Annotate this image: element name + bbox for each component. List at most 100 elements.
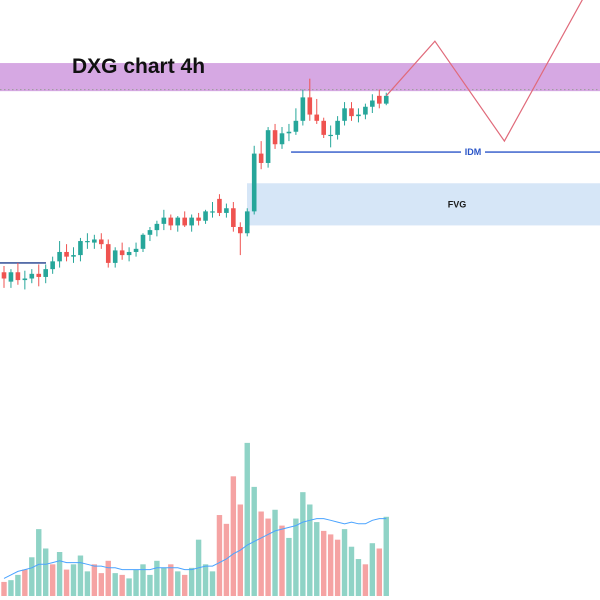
volume-bar xyxy=(182,574,188,596)
supply-zone xyxy=(0,63,600,92)
volume-bar xyxy=(29,557,35,596)
projection-path xyxy=(385,0,583,143)
candle-body xyxy=(175,217,181,226)
candle-body xyxy=(224,208,229,213)
volume-bar xyxy=(161,567,167,596)
candle-body xyxy=(217,198,222,213)
volume-bar xyxy=(293,518,299,596)
volume-bar xyxy=(286,537,292,596)
candle-body xyxy=(119,250,125,256)
candle-body xyxy=(377,95,382,104)
candle-body xyxy=(85,241,90,243)
candle-body xyxy=(363,106,368,115)
candle-body xyxy=(314,114,320,121)
candle-body xyxy=(92,239,97,243)
volume-bar xyxy=(147,574,153,596)
candle-body xyxy=(112,250,118,263)
candle-body xyxy=(383,95,389,104)
volume-ma-line xyxy=(3,518,387,579)
candle-body xyxy=(140,234,146,249)
candle-body xyxy=(147,230,153,235)
candle-body xyxy=(133,248,139,252)
volume-layer xyxy=(1,442,389,596)
candle-body xyxy=(78,241,83,256)
volume-bar xyxy=(327,534,334,596)
candle-body xyxy=(321,120,326,135)
volume-bar xyxy=(230,476,237,596)
volume-bar xyxy=(341,529,348,596)
candle-body xyxy=(328,134,333,137)
zones-layer xyxy=(0,63,600,264)
volume-bar xyxy=(223,523,230,596)
candle-body xyxy=(265,130,271,163)
volume-bar xyxy=(1,581,7,596)
volume-bar xyxy=(307,504,313,596)
candle-body xyxy=(182,217,187,226)
candle-body xyxy=(307,97,313,115)
volume-bar xyxy=(314,522,320,596)
volume-bar xyxy=(91,564,98,596)
candle-body xyxy=(161,217,167,224)
volume-bar xyxy=(348,546,355,596)
fvg-label: FVG xyxy=(448,199,467,209)
candle-body xyxy=(356,114,361,117)
candle-body xyxy=(8,272,14,282)
candle-body xyxy=(1,272,7,279)
candle-body xyxy=(251,153,257,212)
volume-bar xyxy=(63,569,70,596)
overlay-layer: IDM FVG xyxy=(291,0,600,209)
candle-body xyxy=(196,217,201,221)
candle-body xyxy=(36,273,42,277)
volume-bar xyxy=(216,515,223,596)
volume-bar xyxy=(105,560,111,596)
volume-bar xyxy=(383,516,389,596)
candle-body xyxy=(335,120,340,135)
fvg-zone xyxy=(247,183,600,226)
volume-bar xyxy=(133,569,139,596)
volume-bar xyxy=(140,564,146,596)
candle-body xyxy=(293,120,299,132)
volume-bar xyxy=(362,564,369,596)
volume-bar xyxy=(154,560,160,596)
candle-body xyxy=(244,211,250,234)
volume-bar xyxy=(209,571,216,596)
idm-label: IDM xyxy=(465,147,482,157)
volume-bar xyxy=(84,571,91,596)
candle-body xyxy=(43,269,48,277)
candle-body xyxy=(349,108,354,117)
volume-bar xyxy=(272,509,278,596)
candle-body xyxy=(168,217,174,226)
volume-bar xyxy=(36,529,42,596)
candles-layer xyxy=(1,78,389,290)
chart-title: DXG chart 4h xyxy=(72,55,205,78)
volume-bar xyxy=(43,548,49,596)
volume-bar xyxy=(168,564,174,596)
candle-body xyxy=(189,217,194,226)
candle-body xyxy=(203,211,208,221)
volume-bar xyxy=(258,511,264,596)
candle-body xyxy=(279,133,285,145)
volume-bar xyxy=(334,539,341,596)
volume-bar xyxy=(265,518,271,596)
volume-bar xyxy=(188,567,195,596)
volume-bar xyxy=(321,530,327,596)
candle-body xyxy=(154,223,160,231)
candle-body xyxy=(99,239,104,245)
volume-bar xyxy=(77,555,84,596)
candle-body xyxy=(29,273,35,279)
candle-body xyxy=(71,255,76,257)
candle-body xyxy=(258,153,264,163)
volume-bar xyxy=(300,492,306,596)
candle-body xyxy=(57,251,62,262)
candle-body xyxy=(15,272,21,281)
candle-body xyxy=(286,131,292,134)
volume-bar xyxy=(112,573,118,596)
volume-bar xyxy=(70,564,77,596)
candle-body xyxy=(342,108,347,121)
candle-body xyxy=(22,278,28,281)
volume-bar xyxy=(98,573,104,596)
candle-body xyxy=(50,261,55,270)
volume-bar xyxy=(56,552,63,596)
